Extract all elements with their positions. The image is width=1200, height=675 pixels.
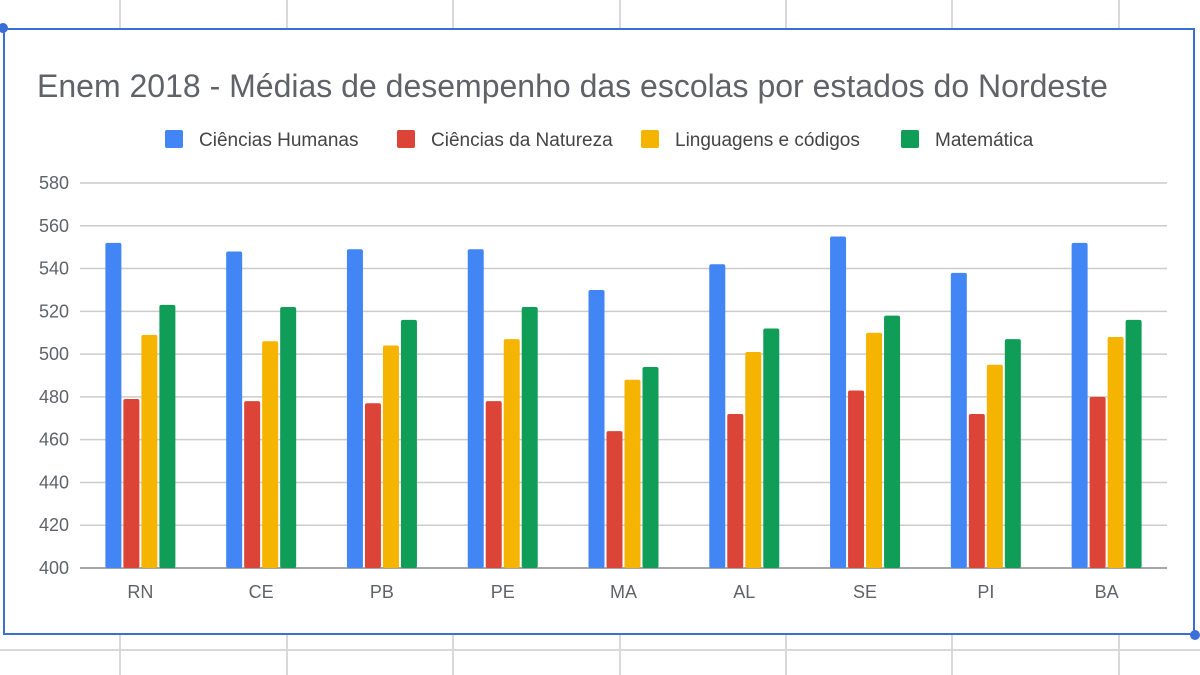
x-tick-label: MA [610, 582, 637, 602]
bar [226, 251, 243, 568]
x-tick-label: RN [127, 582, 153, 602]
legend-label: Matemática [935, 130, 1034, 151]
bar [280, 307, 297, 568]
bar [606, 431, 623, 568]
y-tick-label: 480 [39, 387, 69, 407]
bar [1107, 337, 1124, 568]
y-tick-label: 460 [39, 430, 69, 450]
bar [848, 390, 865, 568]
legend[interactable]: Ciências Humanas Ciências da Natureza Ling… [165, 130, 1034, 151]
y-tick-label: 440 [39, 472, 69, 492]
resize-handle-bottom-right[interactable] [1190, 630, 1200, 640]
bar [986, 364, 1003, 568]
y-axis-labels: 400 420 440 460 480 500 520 540 560 580 [39, 173, 69, 578]
bar [1125, 319, 1142, 568]
bar [400, 319, 417, 568]
bar [467, 249, 484, 569]
bar [485, 401, 502, 568]
legend-swatch [397, 130, 415, 148]
y-tick-label: 560 [39, 216, 69, 236]
legend-label: Linguagens e códigos [675, 130, 860, 151]
bar [727, 414, 744, 568]
bar [642, 366, 659, 568]
bar [866, 332, 883, 568]
x-tick-label: PB [370, 582, 394, 602]
x-tick-label: AL [733, 582, 755, 602]
legend-swatch [165, 130, 183, 148]
bar [346, 249, 363, 569]
bar [950, 272, 967, 568]
gridlines [80, 182, 1167, 569]
bar [968, 414, 985, 568]
bar [624, 379, 641, 568]
chart-title: Enem 2018 - Médias de desempenho das esc… [37, 68, 1108, 104]
legend-swatch [901, 130, 919, 148]
legend-label: Ciências da Natureza [431, 130, 613, 151]
bar [745, 351, 762, 568]
x-tick-label: CE [249, 582, 274, 602]
bar [503, 339, 520, 568]
legend-label: Ciências Humanas [199, 130, 358, 151]
y-tick-label: 500 [39, 344, 69, 364]
legend-swatch [641, 130, 659, 148]
bar [521, 307, 538, 568]
bar-chart: Enem 2018 - Médias de desempenho das esc… [37, 68, 1167, 602]
legend-item[interactable]: Linguagens e códigos [641, 130, 860, 151]
bar [382, 345, 399, 568]
bar [830, 236, 847, 568]
chart-container[interactable]: Enem 2018 - Médias de desempenho das esc… [3, 28, 1195, 635]
resize-handle-top-left[interactable] [0, 23, 8, 33]
bar [244, 401, 261, 568]
bar [105, 242, 122, 568]
bar [588, 289, 605, 568]
x-axis-labels: RN CE PB PE MA AL SE PI BA [127, 582, 1118, 602]
bar [262, 341, 279, 568]
legend-item[interactable]: Matemática [901, 130, 1034, 151]
bar [709, 264, 726, 568]
bar [1089, 396, 1106, 568]
legend-item[interactable]: Ciências Humanas [165, 130, 358, 151]
legend-item[interactable]: Ciências da Natureza [397, 130, 613, 151]
bar [159, 304, 176, 568]
bar [884, 315, 901, 568]
y-tick-label: 420 [39, 515, 69, 535]
x-tick-label: BA [1095, 582, 1119, 602]
bar [364, 403, 381, 568]
x-tick-label: PE [491, 582, 515, 602]
bar [141, 334, 158, 568]
bars [105, 236, 1142, 569]
x-tick-label: SE [853, 582, 877, 602]
y-tick-label: 540 [39, 259, 69, 279]
bar [1004, 339, 1021, 568]
x-tick-label: PI [977, 582, 994, 602]
y-tick-label: 580 [39, 173, 69, 193]
bar [763, 328, 780, 568]
y-tick-label: 520 [39, 301, 69, 321]
bar [1071, 242, 1088, 568]
y-tick-label: 400 [39, 558, 69, 578]
bar [123, 399, 140, 568]
